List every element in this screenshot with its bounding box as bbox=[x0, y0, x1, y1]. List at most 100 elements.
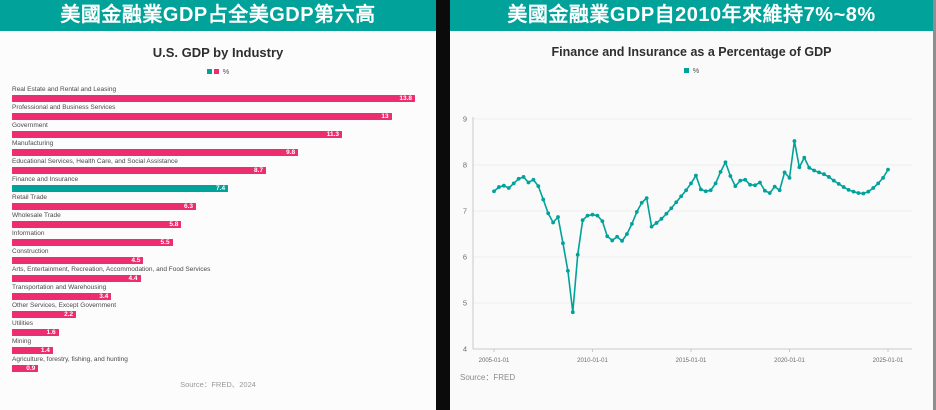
bar-row: Mining 1.4 bbox=[12, 338, 424, 354]
left-panel: 美國金融業GDP占全美GDP第六高 U.S. GDP by Industry %… bbox=[0, 0, 436, 410]
bar: 13.8 bbox=[12, 94, 415, 102]
bar-label: Information bbox=[12, 230, 45, 237]
bar-row: Retail Trade 6.3 bbox=[12, 194, 424, 210]
data-point bbox=[777, 188, 782, 193]
bar-row: Educational Services, Health Care, and S… bbox=[12, 158, 424, 174]
bar-label: Real Estate and Rental and Leasing bbox=[12, 86, 117, 93]
data-point bbox=[684, 188, 688, 193]
bar-row: Other Services, Except Government 2.2 bbox=[12, 302, 424, 318]
bar-value-label: 1.6 bbox=[46, 328, 56, 336]
data-point bbox=[570, 310, 575, 315]
line-chart-legend: % bbox=[450, 67, 933, 74]
bar-label: Finance and Insurance bbox=[12, 176, 79, 183]
bar: 11.3 bbox=[12, 130, 342, 138]
line-chart-title: Finance and Insurance as a Percentage of… bbox=[551, 45, 832, 59]
bar: 2.2 bbox=[12, 310, 77, 318]
bar-chart-title: U.S. GDP by Industry bbox=[152, 45, 284, 60]
y-axis-label: 4 bbox=[463, 345, 467, 354]
x-axis-label: 2015-01-01 bbox=[676, 358, 707, 364]
data-point bbox=[551, 220, 555, 225]
data-point bbox=[713, 181, 718, 186]
data-point bbox=[728, 174, 733, 178]
bar-label: Manufacturing bbox=[12, 140, 54, 147]
data-point bbox=[738, 178, 743, 183]
data-point bbox=[723, 160, 728, 165]
data-point bbox=[605, 234, 610, 239]
data-point bbox=[492, 189, 496, 194]
bar-value-label: 7.4 bbox=[216, 184, 226, 192]
data-point bbox=[531, 177, 536, 182]
panel-divider bbox=[436, 0, 450, 410]
data-point bbox=[743, 177, 748, 182]
bar-label: Transportation and Warehousing bbox=[12, 284, 107, 291]
bar: 1.4 bbox=[12, 346, 53, 354]
x-axis-label: 2025-01-01 bbox=[873, 358, 904, 364]
data-point bbox=[782, 170, 787, 175]
bar-value-label: 3.4 bbox=[99, 292, 109, 300]
data-point bbox=[639, 200, 644, 205]
data-point bbox=[708, 188, 713, 193]
data-point bbox=[807, 165, 812, 170]
bar: 8.7 bbox=[12, 166, 267, 174]
data-point bbox=[546, 211, 551, 216]
data-point bbox=[856, 191, 861, 195]
data-point bbox=[664, 211, 669, 216]
bar-row: Transportation and Warehousing 3.4 bbox=[12, 284, 424, 300]
data-point bbox=[610, 238, 615, 243]
bar-label: Arts, Entertainment, Recreation, Accommo… bbox=[12, 266, 211, 273]
data-point bbox=[802, 155, 807, 160]
bar-value-label: 1.4 bbox=[40, 346, 50, 354]
right-panel: 美國金融業GDP自2010年來維持7%~8% Finance and Insur… bbox=[450, 0, 936, 410]
data-point bbox=[881, 175, 885, 180]
line-chart: 4 5 6 7 8 9 2005-01-01 2010-01-01 2015-01-01 2020… bbox=[463, 115, 912, 364]
bar-value-label: 5.8 bbox=[169, 220, 179, 228]
data-point bbox=[871, 186, 876, 190]
data-point bbox=[625, 232, 629, 236]
right-header-band: 美國金融業GDP自2010年來維持7%~8% bbox=[450, 0, 933, 31]
data-point bbox=[659, 216, 664, 221]
bar-value-label: 2.2 bbox=[64, 310, 74, 318]
data-point bbox=[506, 186, 511, 190]
data-point bbox=[748, 182, 752, 187]
data-point bbox=[772, 184, 777, 189]
y-axis-label: 6 bbox=[463, 253, 467, 262]
bar-value-label: 13.8 bbox=[399, 94, 412, 102]
legend-swatch-teal bbox=[206, 69, 212, 74]
data-point bbox=[698, 187, 703, 192]
data-point bbox=[541, 197, 546, 202]
bar: 13 bbox=[12, 112, 392, 120]
bar-label: Professional and Business Services bbox=[12, 104, 116, 111]
y-axis-label: 7 bbox=[463, 207, 467, 216]
bar-label: Utilities bbox=[12, 320, 33, 327]
legend-swatch-line bbox=[683, 68, 689, 73]
data-point bbox=[634, 210, 639, 214]
bar: 1.6 bbox=[12, 328, 59, 336]
bar-row: Arts, Entertainment, Recreation, Accommo… bbox=[12, 266, 424, 282]
bar-value-label: 0.9 bbox=[26, 364, 36, 372]
data-point bbox=[580, 218, 585, 223]
legend-swatch-pink bbox=[213, 69, 219, 74]
data-point bbox=[674, 200, 679, 205]
data-point bbox=[669, 206, 674, 211]
data-point bbox=[590, 212, 595, 217]
data-point bbox=[733, 184, 738, 189]
bar-row: Professional and Business Services 13 bbox=[12, 104, 424, 120]
y-axis-label: 8 bbox=[463, 161, 467, 170]
bar-row: Real Estate and Rental and Leasing 13.8 bbox=[12, 86, 424, 102]
bar-label: Wholesale Trade bbox=[12, 212, 61, 219]
data-point bbox=[497, 185, 501, 189]
data-point bbox=[694, 173, 698, 178]
data-point bbox=[861, 191, 866, 196]
bar-row: Construction 4.5 bbox=[12, 248, 424, 264]
bar-row: Agriculture, forestry, fishing, and hunt… bbox=[12, 356, 424, 372]
left-header-title: 美國金融業GDP占全美GDP第六高 bbox=[60, 4, 376, 26]
data-point bbox=[886, 167, 890, 172]
bar-label: Educational Services, Health Care, and S… bbox=[12, 158, 178, 165]
bar-label: Other Services, Except Government bbox=[12, 302, 117, 309]
bar-value-label: 4.4 bbox=[128, 274, 138, 282]
bar: 4.5 bbox=[12, 256, 144, 264]
legend-percent-label: % bbox=[222, 67, 230, 76]
data-point bbox=[526, 180, 531, 185]
bar-row: Wholesale Trade 5.8 bbox=[12, 212, 424, 228]
